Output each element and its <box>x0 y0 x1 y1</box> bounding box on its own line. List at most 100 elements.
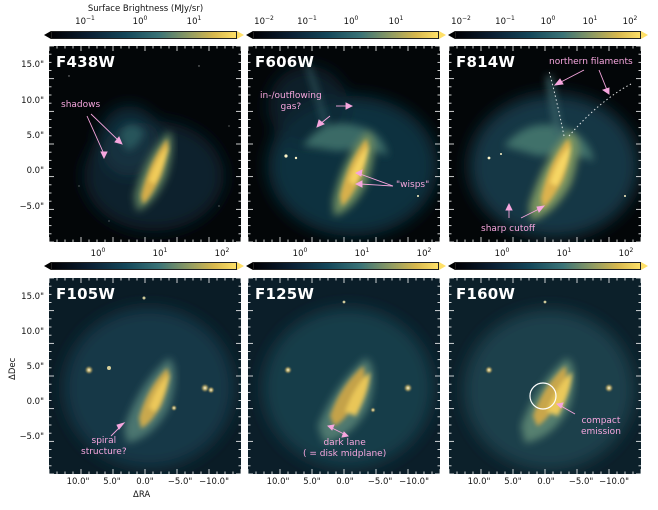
ytick-label: 0.0" <box>26 166 44 176</box>
ytick-label: 15.0" <box>21 60 44 70</box>
colorbar-tick: 10−1 <box>297 15 317 27</box>
panel-title: F160W <box>456 285 516 303</box>
colorbar-arrow-left <box>448 31 455 39</box>
annotation-darklane: dark lane( = disk midplane) <box>303 438 387 459</box>
image-panel-f606w: F606W in-/outflowing gas? "wisps" <box>248 46 440 242</box>
colorbar-tick: 10−2 <box>451 15 471 27</box>
colorbar-arrow-left <box>246 262 253 270</box>
ytick-label: 0.0" <box>26 397 44 407</box>
colorbar-gradient <box>455 31 641 39</box>
xtick-label: 10.0" <box>266 477 290 487</box>
nebula-image <box>49 278 241 474</box>
xtick-label: −10.0" <box>199 477 229 487</box>
colorbar-tick: 102 <box>416 247 432 259</box>
colorbar-tick: 101 <box>582 15 598 27</box>
colorbar-tick: 101 <box>186 15 202 27</box>
colorbar-tick: 101 <box>354 247 370 259</box>
colorbar-arrow-right <box>641 262 648 270</box>
annotation-wisps: "wisps" <box>396 180 430 190</box>
ytick-label: 5.0" <box>26 362 44 372</box>
xtick-label: 0.0" <box>537 477 555 487</box>
panel-title: F606W <box>255 53 315 71</box>
xtick-label: 10.0" <box>66 477 90 487</box>
nebula-image <box>248 278 440 474</box>
colorbar-tick: 101 <box>556 247 572 259</box>
colorbar-tick: 100 <box>292 247 308 259</box>
image-panel-f438w: F438W shadows <box>49 46 241 242</box>
colorbar-arrow-right <box>237 31 244 39</box>
colorbar-tick: 10−1 <box>75 15 95 27</box>
image-panel-f160w: F160W compact emission <box>449 278 641 474</box>
colorbar-gradient <box>455 262 641 270</box>
colorbar-tick: 102 <box>214 247 230 259</box>
colorbar-arrow-left <box>246 31 253 39</box>
colorbar-gradient <box>51 262 237 270</box>
annotation-arrows <box>505 69 610 219</box>
annotation-shadows: shadows <box>61 100 101 110</box>
ytick-label: −5.0" <box>19 432 44 442</box>
ytick-label: 5.0" <box>26 131 44 141</box>
xtick-label: 0.0" <box>336 477 354 487</box>
annotation-inflow: in-/outflowing gas? <box>260 91 322 112</box>
annotation-arrows <box>316 102 394 188</box>
colorbar-arrow-right <box>439 31 446 39</box>
colorbar-arrow-left <box>44 31 51 39</box>
ytick-label: 10.0" <box>21 327 44 337</box>
xtick-label: −10.0" <box>599 477 629 487</box>
colorbar-tick: 100 <box>494 247 510 259</box>
colorbar-tick: 100 <box>343 15 359 27</box>
colorbar-arrow-left <box>448 262 455 270</box>
colorbar-tick: 10−1 <box>495 15 515 27</box>
colorbar-tick: 100 <box>132 15 148 27</box>
colorbar-tick: 100 <box>540 15 556 27</box>
xtick-label: 10.0" <box>467 477 491 487</box>
annotation-compact: compact emission <box>581 416 621 437</box>
nebula-image <box>68 65 230 231</box>
xtick-label: 5.0" <box>103 477 121 487</box>
colorbar-tick: 102 <box>618 247 634 259</box>
y-axis-label: ΔDec <box>8 357 18 380</box>
nebula-image <box>469 70 639 238</box>
xtick-label: 5.0" <box>504 477 522 487</box>
annotation-arrows <box>327 424 349 438</box>
colorbar-tick: 102 <box>622 15 638 27</box>
colorbar-tick: 10−2 <box>254 15 274 27</box>
image-panel-f125w: F125W dark lane( = disk midplane) <box>248 278 440 474</box>
colorbar-tick: 101 <box>152 247 168 259</box>
annotation-sharp: sharp cutoff <box>481 224 536 234</box>
annotation-arrows <box>110 422 126 437</box>
colorbar-gradient <box>253 31 439 39</box>
colorbar-gradient <box>51 31 237 39</box>
xtick-label: −10.0" <box>399 477 429 487</box>
image-panel-f105w: F105W spiral structure? <box>49 278 241 474</box>
panel-title: F814W <box>456 53 516 71</box>
colorbar-title: Surface Brightness (MJy/sr) <box>87 4 204 14</box>
image-panel-f814w: F814W northern filaments sharp cutoff <box>449 46 641 242</box>
colorbar-arrow-right <box>439 262 446 270</box>
nebula-image <box>268 65 438 236</box>
xtick-label: −5.0" <box>367 477 393 487</box>
xtick-label: −5.0" <box>167 477 193 487</box>
annotation-northern: northern filaments <box>549 57 633 67</box>
panel-title: F438W <box>56 53 116 71</box>
colorbar-arrow-right <box>237 262 244 270</box>
panel-title: F105W <box>56 285 116 303</box>
annotation-arrows <box>556 402 576 415</box>
ytick-label: 10.0" <box>21 96 44 106</box>
colorbar-arrow-right <box>641 31 648 39</box>
xtick-label: 0.0" <box>136 477 154 487</box>
nebula-image <box>449 278 641 474</box>
xtick-label: −5.0" <box>568 477 594 487</box>
colorbar-arrow-left <box>44 262 51 270</box>
x-axis-label: ΔRA <box>133 490 151 500</box>
colorbar-tick: 100 <box>90 247 106 259</box>
colorbar-tick: 101 <box>388 15 404 27</box>
annotation-spiral: spiral structure? <box>81 436 127 457</box>
ytick-label: −5.0" <box>19 202 44 212</box>
annotation-arrows <box>86 113 123 160</box>
ytick-label: 15.0" <box>21 292 44 302</box>
panel-title: F125W <box>255 285 315 303</box>
colorbar-gradient <box>253 262 439 270</box>
xtick-label: 5.0" <box>303 477 321 487</box>
